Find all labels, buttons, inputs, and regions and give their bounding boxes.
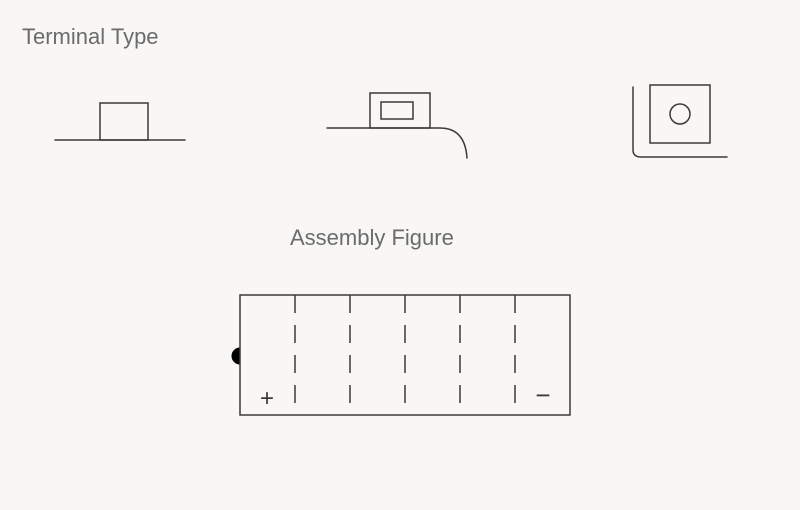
terminal-type-row: [0, 80, 800, 180]
negative-symbol: −: [535, 380, 550, 410]
positive-symbol: +: [260, 385, 274, 412]
page-root: Terminal Type: [0, 0, 800, 510]
battery-assembly-icon: + −: [225, 280, 585, 430]
terminal-box-inset-side-icon: [315, 80, 485, 170]
assembly-figure-container: + −: [225, 280, 585, 430]
assembly-figure-title: Assembly Figure: [290, 225, 454, 251]
polarity-nub-icon: [232, 348, 240, 364]
terminal-type-1: [30, 80, 210, 170]
terminal-type-3: [590, 80, 770, 170]
terminal-socket-top-icon: [615, 75, 745, 175]
terminal-box-side-icon: [45, 85, 195, 165]
terminal-type-title: Terminal Type: [22, 24, 159, 50]
cell-dividers: [295, 295, 515, 415]
terminal-type-2: [310, 80, 490, 170]
